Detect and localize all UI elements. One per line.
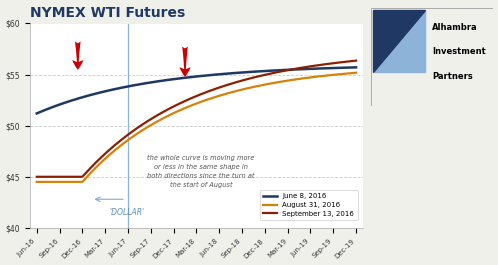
Text: Investment: Investment [432,47,486,56]
Text: 'DOLLAR': 'DOLLAR' [109,208,144,217]
Text: the whole curve is moving more
or less in the same shape in
both directions sinc: the whole curve is moving more or less i… [147,155,255,188]
Text: NYMEX WTI Futures: NYMEX WTI Futures [30,6,185,20]
Text: Alhambra: Alhambra [432,23,478,32]
Polygon shape [374,10,425,72]
Legend: June 8, 2016, August 31, 2016, September 13, 2016: June 8, 2016, August 31, 2016, September… [259,190,358,220]
Polygon shape [374,10,425,72]
Text: Partners: Partners [432,72,473,81]
